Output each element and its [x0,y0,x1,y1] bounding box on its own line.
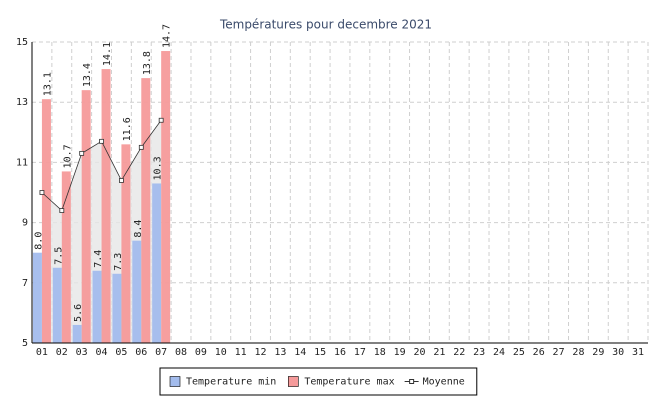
data-label: 11.6 [122,117,133,141]
data-label: 7.5 [53,247,64,265]
x-tick-label: 14 [294,347,306,358]
bar [52,267,62,343]
x-tick-label: 17 [354,347,366,358]
data-label: 7.3 [113,253,124,271]
x-tick-label: 23 [473,347,485,358]
x-tick-label: 22 [453,347,465,358]
x-tick-label: 21 [433,347,445,358]
data-label: 13.8 [142,51,153,75]
y-tick-label: 11 [16,157,28,168]
x-tick-label: 09 [195,347,207,358]
average-marker [39,190,45,195]
legend: Temperature min Temperature max Moyenne [159,367,478,396]
x-tick-label: 01 [36,347,48,358]
average-marker [79,150,85,156]
data-label: 13.1 [42,72,53,96]
x-tick-label: 13 [274,347,286,358]
x-tick-label: 18 [374,347,386,358]
legend-label: Temperature min [186,377,276,388]
x-tick-label: 31 [632,347,644,358]
bar [72,324,82,343]
x-tick-label: 10 [215,347,227,358]
x-tick-label: 12 [254,347,266,358]
data-label: 5.6 [73,304,84,322]
bar [132,240,142,343]
data-label: 14.7 [162,24,173,48]
data-label: 10.7 [62,144,73,168]
bar [61,171,71,343]
bar [141,78,151,344]
legend-swatch [288,376,299,387]
data-label: 8.0 [33,232,44,250]
data-label: 10.3 [153,156,164,180]
bar [41,99,51,343]
bar [32,252,42,343]
average-marker [158,117,164,123]
x-tick-label: 27 [553,347,565,358]
x-tick-label: 08 [175,347,187,358]
x-tick-label: 28 [572,347,584,358]
y-tick-label: 5 [22,338,28,349]
legend-label: Temperature max [304,377,394,388]
x-tick-label: 25 [513,347,525,358]
average-marker [59,208,65,213]
x-tick-label: 24 [493,347,505,358]
x-tick-label: 07 [155,347,167,358]
x-tick-label: 26 [533,347,545,358]
y-tick-label: 13 [16,97,28,108]
x-tick-label: 16 [334,347,346,358]
x-tick-label: 15 [314,347,326,358]
x-tick-label: 11 [235,347,247,358]
legend-box [159,367,478,396]
x-tick-label: 05 [115,347,127,358]
data-label: 8.4 [133,220,144,238]
bar [121,144,131,343]
x-tick-label: 30 [612,347,624,358]
data-label: 7.4 [93,250,104,268]
bar [81,90,91,343]
legend-swatch [169,376,181,387]
x-tick-label: 19 [394,347,406,358]
legend-label: Moyenne [423,377,465,388]
average-marker [119,178,124,183]
x-tick-label: 02 [56,347,68,358]
average-marker [138,144,144,150]
chart-title: Températures pour decembre 2021 [219,18,432,32]
data-label: 13.4 [82,63,93,87]
x-tick-label: 04 [96,347,108,358]
y-tick-label: 7 [22,278,28,289]
x-tick-label: 29 [592,347,604,358]
bar [152,183,162,343]
average-marker [99,138,104,144]
bar [92,270,102,343]
x-tick-label: 06 [135,347,147,358]
bar [161,51,171,343]
y-tick-label: 9 [22,218,28,229]
legend-swatch [409,379,415,384]
x-tick-label: 20 [413,347,425,358]
y-tick-label: 15 [16,37,28,48]
data-label: 14.1 [102,42,113,66]
bar [101,69,111,343]
x-tick-label: 03 [76,347,88,358]
bar [112,273,122,343]
